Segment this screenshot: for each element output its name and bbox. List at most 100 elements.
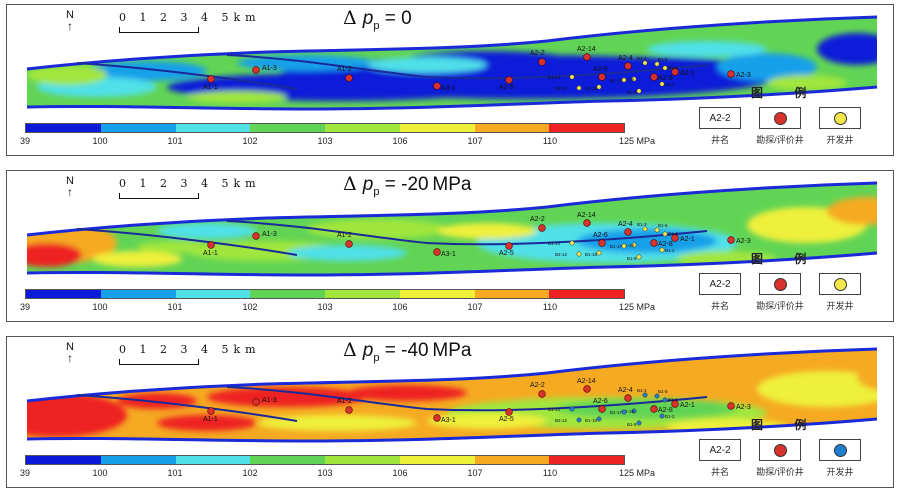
dev-well-label: B1-19 <box>622 77 635 82</box>
appraisal-well-marker <box>727 402 735 410</box>
legend-appraisal-box <box>759 273 801 295</box>
legend-title: 图 例 <box>751 86 821 100</box>
panel-dpp-minus-40: B1-14 B1-3 B1-19 B1-5 B1-4 B1-17 B1-2 B2-12 B1-1… <box>6 336 894 488</box>
colorbar-tick: 110 <box>542 468 558 478</box>
well-label: A2-2 <box>530 50 545 57</box>
title-value: = -20 MPa <box>379 174 472 195</box>
dev-well-marker <box>636 254 642 260</box>
dev-well-label: B1-8 <box>627 256 637 261</box>
fault-line <box>76 228 298 256</box>
scale-bar <box>119 27 199 33</box>
scale-label: 0 1 2 3 4 5km <box>119 177 261 190</box>
dev-well-label: B1-3 <box>637 388 647 393</box>
dev-well-label: B1-16 <box>585 86 598 91</box>
boundary-top <box>26 347 878 403</box>
legend-title: 图 例 <box>751 252 821 266</box>
well-label: A1-1 <box>203 84 218 91</box>
appraisal-well-icon <box>773 443 787 457</box>
dev-well-marker <box>596 416 602 422</box>
colorbar-tick: 110 <box>542 302 558 312</box>
dev-well-marker <box>576 251 582 257</box>
colorbar-segment <box>399 290 475 298</box>
pressure-map: B1-14 B1-3 B1-19 B1-5B1-4 B1-17 B1-2 B2-12 B1-1… <box>26 347 878 443</box>
appraisal-well-marker <box>433 414 441 422</box>
colorbar-segment <box>549 290 624 298</box>
dev-well-label: B1-8 <box>627 90 637 95</box>
appraisal-well-marker <box>727 70 735 78</box>
dev-well-marker <box>631 242 637 248</box>
pressure-zone <box>27 393 127 437</box>
pressure-zone <box>347 385 467 401</box>
fault-line <box>226 386 708 412</box>
appraisal-well-marker <box>252 398 260 406</box>
dev-well-label: B1-14 <box>548 407 561 412</box>
boundary-top <box>26 181 878 237</box>
well-label: A2-4 <box>618 221 633 228</box>
north-arrow: N ↑ <box>63 341 77 364</box>
well-label: A1-1 <box>203 416 218 423</box>
appraisal-well-marker <box>671 400 679 408</box>
dev-well-marker <box>631 408 637 414</box>
pressure-zone <box>27 243 82 267</box>
colorbar-segment <box>474 456 550 464</box>
colorbar-segment <box>250 456 325 464</box>
legend-title: 图 例 <box>751 418 821 432</box>
appraisal-well-marker <box>598 405 606 413</box>
dev-well-label: B1-5 <box>658 223 668 228</box>
colorbar-segment <box>549 124 624 132</box>
colorbar-tick: 125 MPa <box>618 468 656 478</box>
colorbar-tick: 39 <box>19 136 30 146</box>
appraisal-well-marker <box>345 406 353 414</box>
well-label: A2-5 <box>499 84 514 91</box>
dev-well-marker <box>596 250 602 256</box>
title-variable: p <box>362 340 374 361</box>
colorbar-tick: 110 <box>542 136 558 146</box>
well-label: A2-3 <box>736 238 751 245</box>
colorbar-segment <box>100 124 176 132</box>
pressure-zone <box>767 75 847 91</box>
colorbar-segment <box>325 124 400 132</box>
appraisal-well-marker <box>252 66 260 74</box>
title-value: = 0 <box>379 8 412 29</box>
well-label: A2-8 <box>658 241 673 248</box>
north-label: N <box>66 9 74 21</box>
dev-well-marker <box>621 409 627 415</box>
dev-well-icon <box>833 277 847 291</box>
appraisal-well-marker <box>650 405 658 413</box>
fault-line <box>76 62 298 90</box>
colorbar-tick: 101 <box>167 468 183 478</box>
dev-well-marker <box>659 81 665 87</box>
dev-well-marker <box>642 226 648 232</box>
pressure-zone <box>437 223 537 239</box>
legend-dev-box <box>819 107 861 129</box>
well-label: A2-8 <box>658 75 673 82</box>
colorbar-tick: 102 <box>242 136 258 146</box>
dev-well-marker <box>662 397 668 403</box>
well-label: A1-3 <box>262 397 277 404</box>
boundary-bottom <box>26 417 878 443</box>
appraisal-well-marker <box>207 75 215 83</box>
well-label: A1-3 <box>262 65 277 72</box>
colorbar-tick: 106 <box>392 468 408 478</box>
pressure-zone <box>717 53 817 81</box>
north-arrow-icon: ↑ <box>67 19 73 33</box>
colorbar <box>25 455 625 465</box>
colorbar-tick: 100 <box>92 136 108 146</box>
title-subscript: p <box>373 19 380 32</box>
colorbar-segment <box>26 124 101 132</box>
colorbar-tick: 106 <box>392 302 408 312</box>
appraisal-well-marker <box>671 68 679 76</box>
colorbar-tick: 125 MPa <box>618 302 656 312</box>
appraisal-well-marker <box>505 408 513 416</box>
pressure-map: B1-14 B1-3 B1-19 B1-5B1-4 B1-17 B1-2 B2-12 B1-1… <box>26 15 878 111</box>
appraisal-well-marker <box>538 390 546 398</box>
well-label: A2-14 <box>577 378 596 385</box>
well-label: A3-1 <box>441 251 456 258</box>
appraisal-well-marker <box>345 240 353 248</box>
dev-well-label: B1-4 <box>668 231 678 236</box>
colorbar-tick: 103 <box>317 136 333 146</box>
colorbar-segment <box>399 124 475 132</box>
dev-well-marker <box>659 247 665 253</box>
well-label: A2-14 <box>577 212 596 219</box>
colorbar-segment <box>175 124 251 132</box>
